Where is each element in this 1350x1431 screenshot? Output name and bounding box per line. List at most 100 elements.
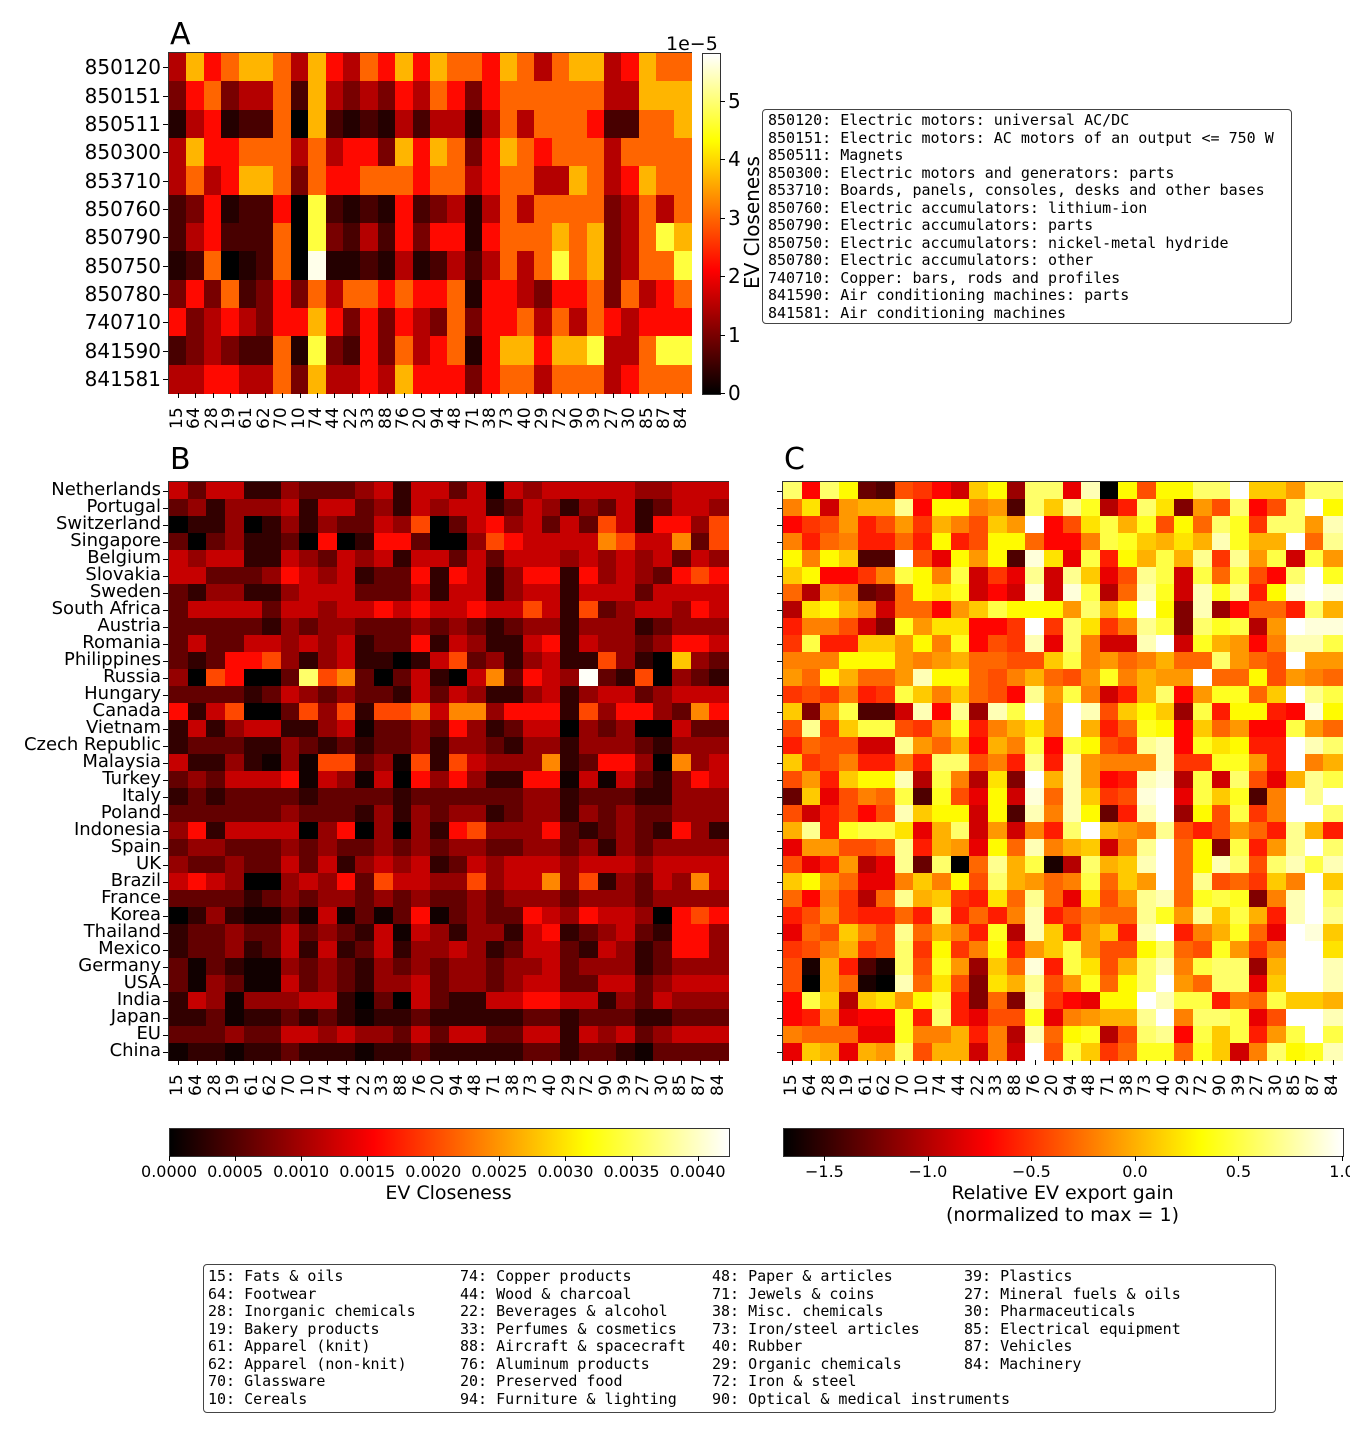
heatmap-cell — [838, 635, 859, 653]
heatmap-cell — [801, 516, 821, 534]
column-label: 27 — [633, 1074, 654, 1096]
heatmap-cell — [690, 975, 710, 993]
heatmap-cell — [448, 516, 468, 534]
heatmap-cell — [377, 279, 396, 309]
heatmap-cell — [876, 958, 896, 976]
heatmap-cell — [1267, 941, 1287, 959]
y-tick — [163, 180, 168, 182]
x-tick — [1332, 1060, 1334, 1065]
heatmap-cell — [1118, 584, 1138, 602]
heatmap-cell — [448, 941, 468, 959]
heatmap-cell — [448, 958, 468, 976]
heatmap-cell — [586, 336, 605, 366]
heatmap-cell — [1006, 975, 1026, 993]
heatmap-cell — [1155, 482, 1175, 500]
heatmap-cell — [243, 567, 263, 585]
heatmap-cell — [308, 251, 327, 281]
heatmap-cell — [1248, 618, 1269, 636]
heatmap-cell — [412, 81, 431, 111]
heatmap-cell — [448, 652, 468, 670]
heatmap-cell — [1025, 873, 1045, 891]
x-tick — [271, 1060, 273, 1065]
heatmap-cell — [1174, 856, 1194, 874]
heatmap-cell — [820, 635, 840, 653]
y-tick — [163, 123, 168, 125]
heatmap-cell — [429, 533, 450, 551]
heatmap-cell — [1043, 890, 1064, 908]
heatmap-cell — [876, 873, 896, 891]
heatmap-cell — [467, 771, 487, 789]
heatmap-cell — [1304, 992, 1324, 1010]
heatmap-cell — [838, 856, 859, 874]
heatmap-cell — [634, 1026, 655, 1044]
heatmap-cell — [318, 890, 338, 908]
heatmap-cell — [932, 890, 952, 908]
heatmap-cell — [169, 533, 189, 551]
heatmap-cell — [206, 839, 226, 857]
heatmap-cell — [1192, 907, 1213, 925]
heatmap-cell — [464, 223, 483, 252]
heatmap-cell — [169, 975, 189, 993]
x-tick — [282, 393, 284, 398]
heatmap-cell — [1211, 924, 1231, 942]
column-label: 64 — [184, 407, 205, 429]
heatmap-cell — [1137, 635, 1157, 653]
heatmap-cell — [169, 890, 189, 908]
heatmap-cell — [1043, 873, 1064, 891]
heatmap-cell — [634, 499, 655, 517]
x-tick — [386, 393, 388, 398]
heatmap-cell — [1025, 635, 1045, 653]
heatmap-cell — [1043, 1009, 1064, 1027]
heatmap-cell — [343, 81, 361, 111]
heatmap-cell — [206, 890, 226, 908]
heatmap-cell — [616, 635, 636, 653]
heatmap-cell — [578, 754, 599, 772]
heatmap-cell — [224, 703, 245, 721]
heatmap-cell — [987, 856, 1008, 874]
heatmap-cell — [392, 1009, 412, 1027]
panel-letter-b: B — [170, 442, 191, 477]
heatmap-cell — [1062, 669, 1082, 687]
heatmap-cell — [709, 1009, 729, 1027]
heatmap-cell — [523, 788, 543, 806]
legend-entry: 74: Copper products — [460, 1267, 632, 1285]
heatmap-cell — [1062, 788, 1082, 806]
heatmap-cell — [653, 550, 673, 568]
heatmap-cell — [169, 482, 189, 500]
heatmap-cell — [634, 941, 655, 959]
heatmap-cell — [464, 166, 483, 196]
heatmap-cell — [894, 805, 915, 823]
heatmap-cell — [485, 924, 505, 942]
colorbar-tick — [1031, 1156, 1033, 1161]
heatmap-cell — [1099, 805, 1119, 823]
heatmap-cell — [448, 771, 468, 789]
heatmap-cell — [690, 482, 710, 500]
heatmap-cell — [969, 890, 989, 908]
heatmap-cell — [1323, 788, 1343, 806]
heatmap-cell — [336, 788, 356, 806]
y-tick — [777, 507, 782, 509]
x-tick — [299, 393, 301, 398]
heatmap-cell — [950, 499, 970, 517]
heatmap-cell — [1323, 533, 1343, 551]
heatmap-cell — [1174, 550, 1194, 568]
heatmap-cell — [373, 1009, 394, 1027]
heatmap-cell — [392, 533, 412, 551]
heatmap-cell — [392, 669, 412, 687]
heatmap-cell — [621, 308, 640, 337]
heatmap-cell — [1006, 533, 1026, 551]
heatmap-cell — [690, 1043, 710, 1061]
y-tick — [777, 711, 782, 713]
heatmap-cell — [262, 822, 282, 840]
heatmap-cell — [224, 924, 245, 942]
heatmap-cell — [448, 686, 468, 704]
heatmap-cell — [1006, 1009, 1026, 1027]
heatmap-cell — [634, 584, 655, 602]
heatmap-cell — [343, 308, 361, 337]
heatmap-cell — [616, 499, 636, 517]
heatmap-cell — [876, 1009, 896, 1027]
heatmap-cell — [485, 907, 505, 925]
x-tick — [196, 1060, 198, 1065]
heatmap-cell — [932, 907, 952, 925]
heatmap-cell — [801, 499, 821, 517]
